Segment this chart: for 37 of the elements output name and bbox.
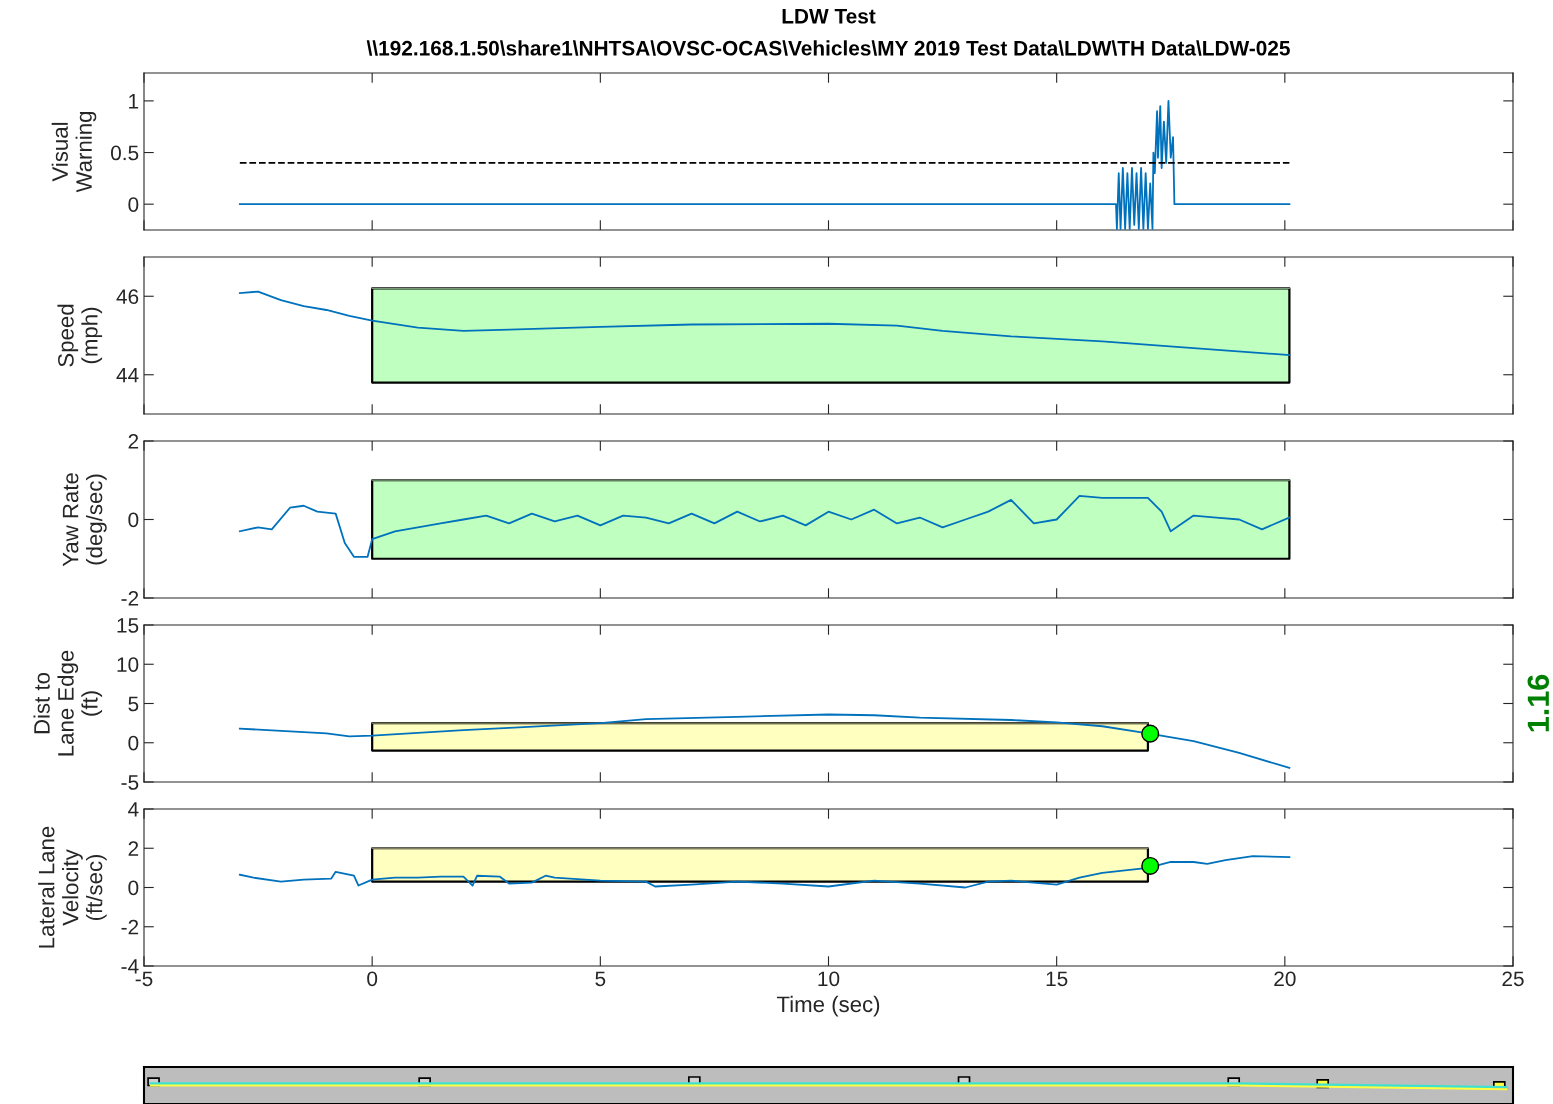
x-tick-label: 20 <box>1274 971 1296 987</box>
chart-title: LDW Test <box>782 9 876 24</box>
y-tick-label: 0 <box>128 512 139 528</box>
line-series <box>238 99 1291 230</box>
y-tick-label: 46 <box>116 289 139 304</box>
y-tick-label: 15 <box>117 618 139 633</box>
y-tick-label: 0.5 <box>110 145 139 161</box>
y-tick-label: 1 <box>129 94 139 109</box>
y-axis-title: Lateral Lane Velocity (ft/sec) <box>38 826 107 948</box>
x-tick-label: 10 <box>818 971 840 987</box>
y-tick-label: 0 <box>128 880 139 896</box>
y-axis-title: Yaw Rate (deg/sec) <box>62 473 107 567</box>
y-tick-label: -5 <box>121 775 139 790</box>
y-tick-label: 4 <box>128 802 139 817</box>
y-tick-label: 44 <box>116 367 139 383</box>
line-series <box>238 855 1291 889</box>
y-tick-label: 0 <box>128 197 139 212</box>
y-tick-label: 2 <box>128 434 139 449</box>
x-tick-label: 25 <box>1502 971 1524 987</box>
y-tick-label: 2 <box>128 841 139 856</box>
x-axis-title: Time (sec) <box>776 995 880 1017</box>
x-tick-label: 0 <box>367 971 378 987</box>
line-series <box>238 713 1291 769</box>
x-tick-label: 5 <box>595 971 606 987</box>
y-axis-title: Speed (mph) <box>57 304 103 367</box>
y-tick-label: 5 <box>128 696 139 712</box>
y-axis-title: Visual Warning <box>51 111 97 193</box>
line-series <box>238 495 1291 558</box>
y-tick-label: 0 <box>128 735 139 751</box>
chart-subtitle: \\192.168.1.50\share1\NHTSA\OVSC-OCAS\Vehicles\MY 2019 Test Data\LDW\TH Data\LDW-025 <box>366 40 1290 56</box>
y-tick-label: -2 <box>121 591 139 606</box>
line-series <box>238 290 1291 357</box>
y-tick-label: -2 <box>121 919 139 935</box>
text: 1.16 <box>1527 674 1550 732</box>
y-tick-label: 10 <box>117 657 139 672</box>
x-tick-label: 15 <box>1046 971 1068 987</box>
y-axis-title: Dist to Lane Edge (ft) <box>33 650 103 756</box>
